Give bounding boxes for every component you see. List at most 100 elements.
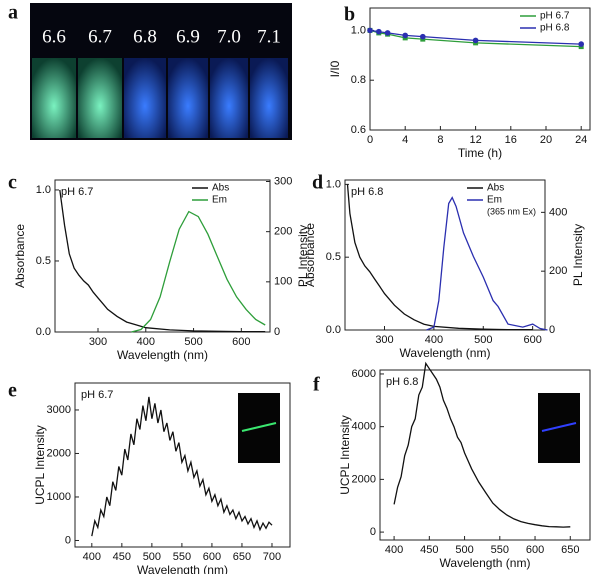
y-tick-label: 0.5 [36, 255, 51, 267]
sample-label: 6.7 [88, 26, 112, 47]
x-tick-label: 600 [232, 336, 250, 348]
y-axis-label: UCPL Intensity [33, 425, 47, 505]
sample-label: 7.1 [257, 26, 281, 47]
plot-frame [369, 7, 591, 131]
x-tick-label: 600 [203, 551, 221, 563]
annotation: pH 6.7 [81, 389, 113, 401]
x-axis-label: Wavelength (nm) [400, 346, 491, 360]
y-tick-label: 0.5 [326, 251, 341, 263]
vial [78, 58, 122, 138]
x-tick-label: 500 [474, 334, 492, 346]
y-tick-label: 0.0 [326, 324, 341, 336]
x-tick-label: 0 [367, 134, 373, 146]
plot-frame [344, 179, 546, 331]
y-tick-label: 1.0 [36, 184, 51, 196]
x-tick-label: 550 [173, 551, 191, 563]
annotation: pH 6.8 [386, 376, 418, 388]
x-tick-label: 16 [505, 134, 517, 146]
y2-tick-label: 200 [274, 226, 292, 238]
panel-letter: f [313, 374, 320, 396]
x-tick-label: 500 [143, 551, 161, 563]
y-tick-label: 0.8 [351, 74, 366, 86]
x-tick-label: 12 [469, 134, 481, 146]
x-tick-label: 8 [437, 134, 443, 146]
plot-frame [74, 382, 291, 548]
x-tick-label: 400 [137, 336, 155, 348]
y-tick-label: 6000 [352, 368, 376, 380]
y2-tick-label: 200 [549, 265, 567, 277]
marker [578, 41, 584, 47]
sample-label: 6.8 [133, 26, 157, 47]
y-tick-label: 0.6 [351, 124, 366, 136]
panel-letter: d [312, 172, 323, 194]
x-tick-label: 700 [263, 551, 281, 563]
x-tick-label: 600 [523, 334, 541, 346]
y-tick-label: 3000 [47, 404, 71, 416]
y2-axis-label: PL Intensity [296, 225, 310, 287]
x-tick-label: 20 [540, 134, 552, 146]
x-tick-label: 550 [491, 544, 509, 556]
vial [168, 58, 208, 138]
inset-glow [241, 422, 277, 432]
y2-tick-label: 0 [274, 326, 280, 338]
sample-label: 7.0 [217, 26, 241, 47]
annotation: pH 6.7 [61, 186, 93, 198]
vial [210, 58, 248, 138]
x-tick-label: 400 [425, 334, 443, 346]
plot-frame [379, 369, 591, 541]
legend-label: Em [212, 195, 227, 206]
sample-label: 6.6 [42, 26, 66, 47]
vial [124, 58, 166, 138]
y2-tick-label: 400 [549, 206, 567, 218]
inset-glow [541, 422, 577, 432]
y-axis-label: I/I0 [328, 60, 342, 77]
vial [32, 58, 76, 138]
x-axis-label: Wavelength (nm) [137, 563, 228, 574]
series-line [426, 196, 548, 331]
y-axis-label: UCPL Intensity [338, 415, 352, 495]
x-tick-label: 4 [402, 134, 408, 146]
x-tick-label: 300 [375, 334, 393, 346]
y-tick-label: 2000 [352, 473, 376, 485]
y-tick-label: 0 [370, 526, 376, 538]
legend-label: pH 6.8 [540, 23, 570, 34]
x-tick-label: 24 [575, 134, 587, 146]
legend-label: Abs [212, 183, 229, 194]
y-tick-label: 0.0 [36, 326, 51, 338]
x-axis-label: Wavelength (nm) [117, 348, 208, 362]
y-tick-label: 1000 [47, 491, 71, 503]
x-tick-label: 500 [455, 544, 473, 556]
series-line [393, 361, 571, 528]
plot-frame [54, 179, 271, 333]
panel-letter: a [8, 2, 18, 24]
y-tick-label: 4000 [352, 421, 376, 433]
annotation: (365 nm Ex) [487, 206, 536, 216]
x-axis-label: Time (h) [458, 146, 502, 160]
y-tick-label: 1.0 [351, 24, 366, 36]
marker [367, 27, 373, 34]
y2-tick-label: 300 [274, 175, 292, 187]
annotation: pH 6.8 [351, 186, 383, 198]
x-axis-label: Wavelength (nm) [440, 556, 531, 570]
x-tick-label: 450 [113, 551, 131, 563]
marker [376, 28, 382, 35]
x-tick-label: 500 [184, 336, 202, 348]
marker [384, 30, 391, 36]
panel-letter: b [344, 4, 355, 26]
marker [402, 32, 409, 39]
y-tick-label: 1.0 [326, 178, 341, 190]
legend-label: Em [487, 195, 502, 206]
series-line [346, 184, 533, 331]
x-tick-label: 650 [561, 544, 579, 556]
marker [420, 33, 426, 40]
series-line [91, 396, 273, 537]
legend-label: Abs [487, 183, 504, 194]
y2-tick-label: 100 [274, 276, 292, 288]
x-tick-label: 600 [526, 544, 544, 556]
series-line [131, 210, 266, 333]
series-line [59, 189, 266, 333]
panel-letter: e [8, 380, 17, 402]
x-tick-label: 450 [420, 544, 438, 556]
photo [30, 3, 292, 140]
